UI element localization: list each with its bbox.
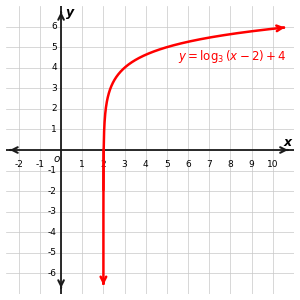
Text: -1: -1 — [35, 160, 44, 169]
Text: 8: 8 — [228, 160, 233, 169]
Text: 1: 1 — [80, 160, 85, 169]
Text: -4: -4 — [48, 228, 57, 237]
Text: 5: 5 — [164, 160, 170, 169]
Text: 10: 10 — [267, 160, 279, 169]
Text: -2: -2 — [48, 187, 57, 196]
Text: x: x — [284, 136, 292, 149]
Text: 2: 2 — [51, 104, 57, 113]
Text: 6: 6 — [51, 22, 57, 31]
Text: 4: 4 — [51, 63, 57, 72]
Text: 4: 4 — [143, 160, 148, 169]
Text: 2: 2 — [100, 160, 106, 169]
Text: -6: -6 — [48, 269, 57, 278]
Text: -5: -5 — [48, 248, 57, 257]
Text: 9: 9 — [249, 160, 254, 169]
Text: 7: 7 — [206, 160, 212, 169]
Text: 5: 5 — [51, 43, 57, 52]
Text: 3: 3 — [122, 160, 128, 169]
Text: -2: -2 — [14, 160, 23, 169]
Text: 6: 6 — [185, 160, 191, 169]
Text: y: y — [66, 6, 74, 19]
Text: -3: -3 — [48, 207, 57, 216]
Text: 3: 3 — [51, 84, 57, 93]
Text: 1: 1 — [51, 125, 57, 134]
Text: o: o — [53, 154, 60, 164]
Text: $y = \log_3(x - 2) + 4$: $y = \log_3(x - 2) + 4$ — [178, 48, 286, 64]
Text: -1: -1 — [48, 166, 57, 175]
